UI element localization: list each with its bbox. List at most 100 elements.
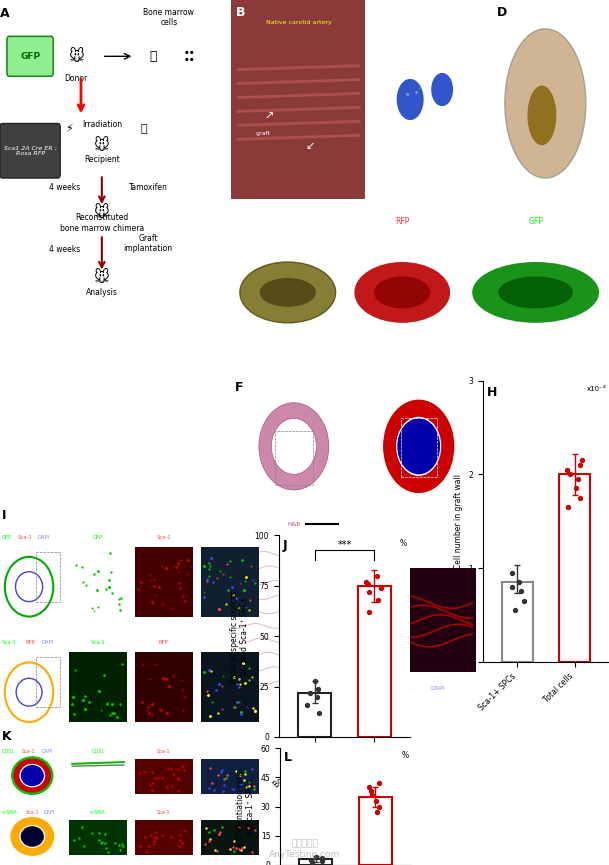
Text: AnyTesting.com: AnyTesting.com <box>269 850 340 859</box>
Text: Sca-1: Sca-1 <box>18 535 32 540</box>
Point <box>317 851 327 865</box>
Ellipse shape <box>374 277 431 309</box>
Point <box>365 784 375 798</box>
Text: ⚫⚫
⚫⚫: ⚫⚫ ⚫⚫ <box>184 50 195 63</box>
Text: D: D <box>497 6 507 19</box>
Bar <box>300 859 333 865</box>
Text: x10⁻³: x10⁻³ <box>587 386 607 392</box>
Point <box>306 686 315 700</box>
Point <box>373 593 383 607</box>
Ellipse shape <box>472 262 599 323</box>
Text: Bone marrow
cells: Bone marrow cells <box>144 8 194 28</box>
Ellipse shape <box>354 262 450 323</box>
Text: %: % <box>401 751 409 759</box>
Bar <box>35 657 60 708</box>
Point <box>371 794 381 808</box>
Text: DAPI: DAPI <box>41 749 53 754</box>
Text: 🐭: 🐭 <box>94 271 110 285</box>
Point <box>507 566 517 580</box>
Point <box>576 490 585 504</box>
Text: 🐭: 🐭 <box>94 205 110 220</box>
Text: α-SMA: α-SMA <box>90 810 106 815</box>
Circle shape <box>397 80 423 119</box>
Point <box>573 472 583 486</box>
Text: DAPI: DAPI <box>42 640 54 645</box>
Point <box>566 467 576 481</box>
Text: Merge+DAPI: Merge+DAPI <box>214 810 245 815</box>
Point <box>374 777 384 791</box>
Bar <box>298 693 331 737</box>
Point <box>310 674 320 688</box>
Bar <box>357 586 390 737</box>
Text: 🦴: 🦴 <box>149 50 157 63</box>
Text: 景格检测网: 景格检测网 <box>291 839 318 848</box>
Point <box>376 581 386 595</box>
Bar <box>35 552 60 602</box>
Point <box>317 855 326 865</box>
Text: Sca-1: Sca-1 <box>21 749 35 754</box>
Text: Analysis: Analysis <box>86 288 118 297</box>
Point <box>507 580 517 593</box>
Text: Sca-1: Sca-1 <box>2 640 16 645</box>
Text: Bright field: Bright field <box>267 216 309 226</box>
Text: Graft
implantation: Graft implantation <box>124 234 173 253</box>
Text: GFP: GFP <box>20 52 40 61</box>
Text: I: I <box>2 509 6 522</box>
Point <box>314 682 323 695</box>
Text: Sca-1: Sca-1 <box>26 810 40 815</box>
Point <box>365 606 375 619</box>
Y-axis label: Ratio of specific sources
derived Sca-1⁺ SPCs: Ratio of specific sources derived Sca-1⁺… <box>230 590 249 682</box>
Text: C: C <box>369 6 378 19</box>
Text: ↗: ↗ <box>265 112 274 121</box>
Text: %: % <box>400 540 407 548</box>
Text: α-SMA: α-SMA <box>2 810 18 815</box>
Circle shape <box>21 765 44 786</box>
Point <box>516 585 526 599</box>
Circle shape <box>21 826 44 847</box>
Point <box>363 577 373 591</box>
FancyBboxPatch shape <box>7 36 53 76</box>
Circle shape <box>397 419 440 474</box>
Text: DAPI: DAPI <box>37 535 49 540</box>
Point <box>314 706 324 720</box>
Point <box>571 482 581 496</box>
Text: E: E <box>235 213 244 226</box>
Text: GFP: GFP <box>93 535 103 540</box>
Y-axis label: Cell number in graft wall: Cell number in graft wall <box>454 474 463 568</box>
Ellipse shape <box>527 86 557 145</box>
Text: CD31: CD31 <box>2 749 15 754</box>
Point <box>302 698 312 712</box>
Point <box>577 453 586 467</box>
Text: 🐭: 🐭 <box>94 138 110 153</box>
Text: Sca-1: Sca-1 <box>91 640 105 645</box>
Text: Native carotid artery: Native carotid artery <box>266 20 331 25</box>
Point <box>372 569 382 583</box>
Text: 4 weeks: 4 weeks <box>49 246 80 254</box>
Circle shape <box>432 74 452 106</box>
Text: DAPI: DAPI <box>44 810 55 815</box>
Point <box>514 575 524 589</box>
Text: graft: graft <box>256 131 270 137</box>
Text: Merge+DAPI: Merge+DAPI <box>214 749 245 754</box>
Text: ⚡: ⚡ <box>66 124 73 134</box>
Ellipse shape <box>240 262 336 323</box>
Point <box>372 805 382 819</box>
FancyBboxPatch shape <box>0 124 60 178</box>
Ellipse shape <box>498 277 573 309</box>
Point <box>364 780 374 794</box>
Text: 4 weeks: 4 weeks <box>49 183 80 192</box>
Ellipse shape <box>505 29 586 178</box>
Text: J: J <box>283 540 287 553</box>
Point <box>367 788 377 802</box>
Text: H: H <box>487 386 497 400</box>
Text: DAPI: DAPI <box>431 686 445 691</box>
Text: Sca-1: Sca-1 <box>157 535 171 540</box>
Point <box>307 855 317 865</box>
Text: ↙: ↙ <box>305 141 314 151</box>
Text: Merge+DAPI: Merge+DAPI <box>213 640 246 645</box>
Text: Sca-1: Sca-1 <box>157 810 171 815</box>
Text: RFP: RFP <box>159 640 169 645</box>
Bar <box>502 582 533 662</box>
Text: L: L <box>284 751 292 764</box>
Text: RFP: RFP <box>395 216 409 226</box>
